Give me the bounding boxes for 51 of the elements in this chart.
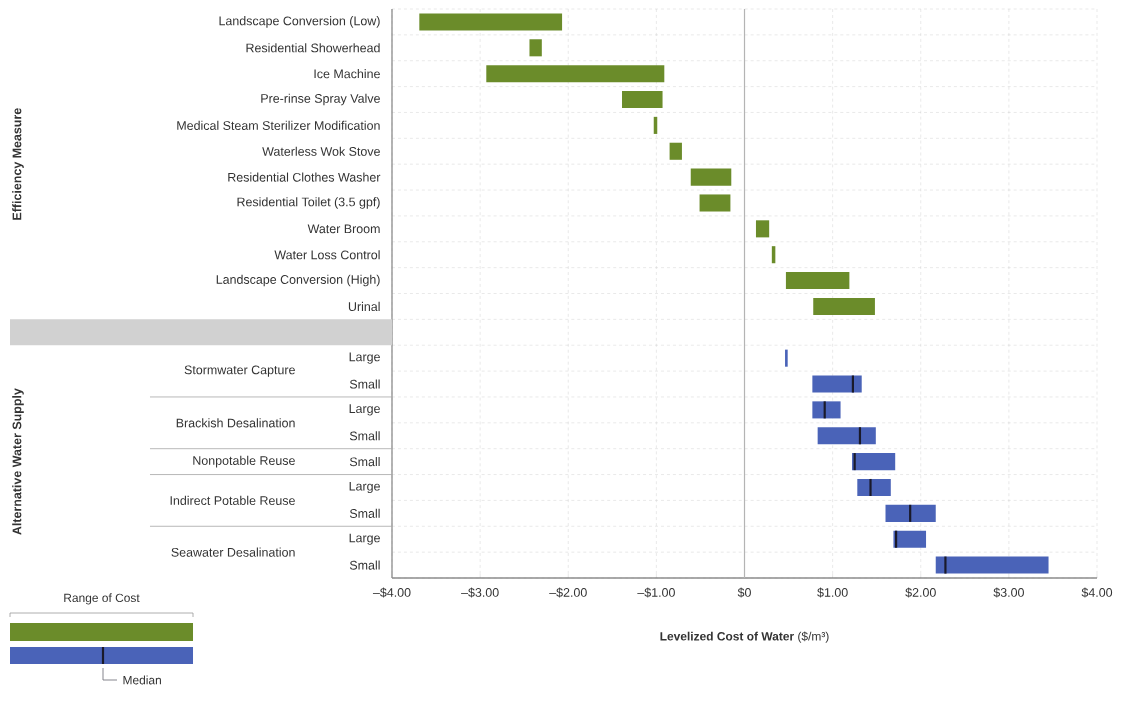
x-tick-label: $3.00 [993, 587, 1024, 598]
x-tick-label: $1.00 [817, 587, 848, 598]
y-tick-label: Small [349, 431, 380, 441]
y-tick-label: Small [349, 560, 380, 570]
y-tick-label: Small [349, 508, 380, 518]
text: Stormwater Capture [184, 365, 295, 377]
x-axis-title: Levelized Cost of Water ($/m³) [660, 631, 829, 643]
bar [669, 142, 682, 160]
x-tick-label: $4.00 [1081, 587, 1113, 598]
x-tick-label: –$4.00 [372, 587, 411, 598]
bar [419, 13, 563, 31]
y-tick-label: Large [349, 481, 380, 494]
text: Alternative Water Supply [12, 388, 24, 535]
bar [529, 39, 542, 57]
y-tick-label: Urinal [348, 301, 380, 312]
y-tick-label: Large [349, 533, 380, 545]
y-tick-label: Small [349, 457, 380, 467]
bar [690, 168, 732, 186]
y-tick-label: Residential Clothes Washer [228, 172, 381, 182]
y-tick-label: Residential Toilet (3.5 gpf) [237, 197, 380, 209]
text: Range of Cost [64, 593, 140, 605]
text: Indirect Potable Reuse [170, 495, 295, 505]
x-tick-label: –$1.00 [637, 587, 675, 598]
x-tick-label: $2.00 [905, 587, 936, 598]
text: Efficiency Measure [12, 108, 24, 220]
bar [486, 65, 665, 83]
x-tick-label: –$2.00 [549, 587, 587, 598]
y-tick-label: Large [349, 352, 380, 364]
y-tick-label: Pre-rinse Spray Valve [261, 93, 380, 106]
y-tick-label: Water Broom [307, 224, 380, 234]
bar [785, 272, 850, 290]
x-tick-label: –$3.00 [461, 587, 499, 598]
y-tick-label: Landscape Conversion (Low) [219, 16, 380, 28]
y-tick-label: Residential Showerhead [246, 43, 380, 53]
y-tick-label: Waterless Wok Stove [262, 146, 380, 156]
bar [622, 90, 663, 109]
y-tick-label: Medical Steam Sterilizer Modification [177, 120, 380, 130]
bar [699, 194, 731, 212]
text: Brackish Desalination [176, 418, 295, 428]
text: Nonpotable Reuse [193, 455, 295, 468]
x-tick-label: $0 [737, 587, 751, 598]
y-tick-label: Water Loss Control [274, 250, 380, 260]
y-tick-label: Landscape Conversion (High) [216, 274, 380, 287]
bar [785, 349, 788, 367]
bar [755, 220, 770, 238]
bar [813, 297, 875, 315]
text: Median [123, 675, 161, 685]
y-tick-label: Ice Machine [314, 69, 380, 79]
y-tick-label: Large [349, 404, 380, 416]
text: Seawater Desalination [171, 547, 295, 557]
y-tick-label: Small [349, 379, 380, 389]
